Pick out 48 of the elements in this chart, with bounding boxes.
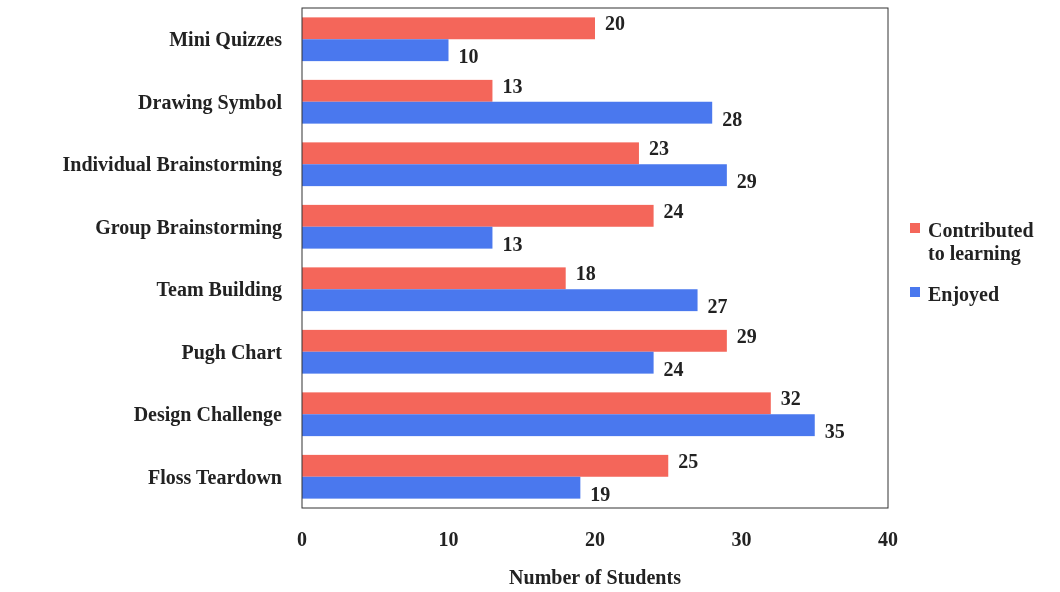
y-tick-label: Team Building [156, 278, 282, 302]
x-tick-label: 30 [731, 528, 752, 550]
bar [302, 329, 727, 352]
data-label: 32 [780, 387, 801, 410]
x-tick-label: 0 [297, 528, 307, 550]
bar [302, 414, 815, 437]
data-label: 29 [736, 170, 757, 193]
bar [302, 164, 727, 187]
bar [302, 79, 493, 102]
bar [302, 267, 566, 290]
legend-label: Enjoyed [928, 283, 1000, 306]
y-tick-label: Mini Quizzes [169, 28, 283, 51]
bar [302, 204, 654, 227]
data-label: 24 [663, 199, 684, 222]
data-label: 13 [502, 74, 523, 97]
y-tick-label: Floss Teardown [148, 465, 282, 488]
x-tick-label: 40 [878, 528, 898, 550]
data-label: 10 [458, 45, 479, 68]
data-label: 25 [678, 449, 699, 472]
data-label: 13 [502, 232, 523, 255]
data-label: 27 [707, 295, 728, 318]
bar [302, 392, 771, 415]
data-label: 23 [648, 137, 669, 160]
bar [302, 289, 698, 312]
data-label: 24 [663, 357, 684, 380]
data-label: 28 [722, 107, 743, 130]
bar [302, 142, 639, 165]
bar [302, 17, 595, 40]
data-label: 35 [824, 420, 845, 443]
data-label: 20 [605, 12, 625, 35]
x-tick-label: 20 [585, 528, 605, 550]
data-label: 18 [575, 262, 596, 285]
y-tick-label: Design Challenge [133, 403, 283, 427]
y-tick-label: Drawing Symbol [138, 90, 283, 114]
y-tick-label: Individual Brainstorming [62, 153, 282, 177]
bar [302, 351, 654, 374]
bar [302, 39, 449, 62]
bar [302, 226, 493, 249]
y-tick-label: Pugh Chart [181, 340, 283, 364]
bar [302, 476, 581, 499]
x-tick-label: 10 [438, 528, 459, 550]
y-tick-label: Group Brainstorming [95, 215, 282, 239]
x-axis-title: Number of Students [509, 566, 682, 588]
data-label: 19 [590, 482, 611, 505]
bar [302, 454, 669, 477]
data-label: 29 [736, 324, 757, 347]
bar [302, 101, 713, 124]
legend-label: Contributed to learning [928, 219, 1034, 265]
